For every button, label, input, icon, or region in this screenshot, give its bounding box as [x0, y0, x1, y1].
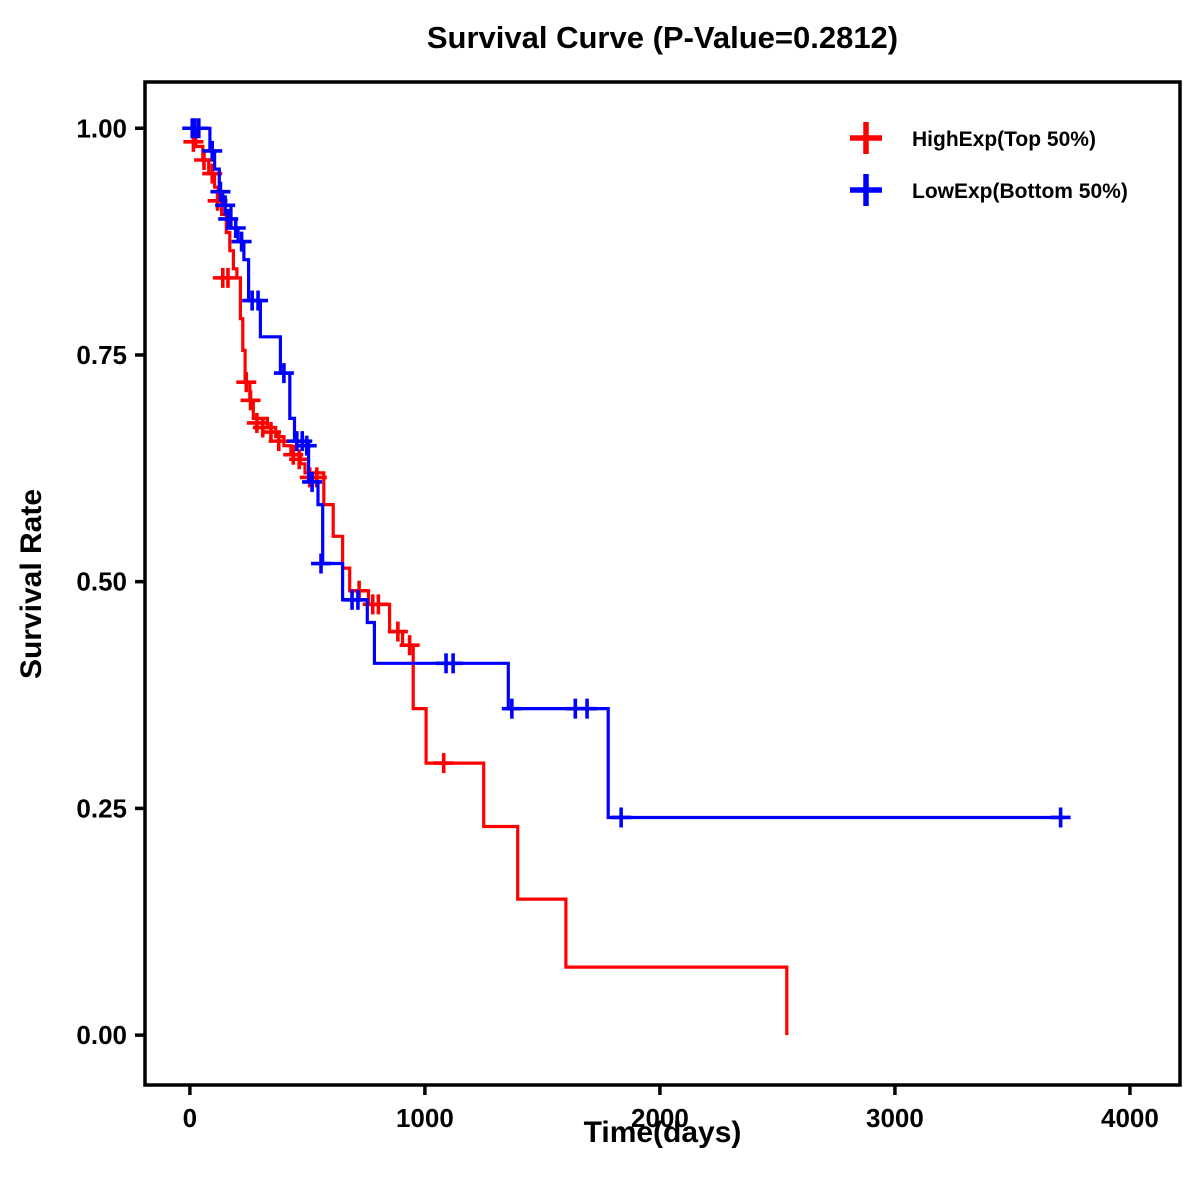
x-axis-ticks: 0 1000 2000 3000 4000: [183, 1085, 1159, 1133]
y-tick-label: 0.50: [76, 567, 127, 597]
y-tick-label: 0.25: [76, 793, 127, 823]
y-tick-label: 1.00: [76, 113, 127, 143]
x-axis-label: Time(days): [583, 1116, 742, 1149]
legend-label-0: HighExp(Top 50%): [912, 128, 1096, 151]
censor-mark: [210, 181, 231, 202]
censor-mark: [296, 435, 317, 456]
censor-mark: [1050, 807, 1071, 828]
censor-mark: [611, 807, 632, 828]
censor-mark: [240, 390, 261, 411]
censor-mark: [273, 363, 294, 384]
x-tick-label: 1000: [396, 1103, 454, 1133]
censor-mark: [433, 753, 454, 774]
series-0: [183, 126, 789, 1036]
x-tick-label: 4000: [1101, 1103, 1159, 1133]
series-1: [182, 118, 1071, 828]
censor-mark: [236, 372, 257, 393]
censor-mark: [443, 653, 464, 674]
chart-title: Survival Curve (P-Value=0.2812): [426, 20, 899, 55]
y-axis-ticks: 0.00 0.25 0.50 0.75 1.00: [76, 113, 145, 1050]
censor-mark: [225, 218, 246, 239]
censor-mark: [399, 635, 420, 656]
censor-mark: [347, 589, 368, 610]
censor-mark: [289, 449, 310, 470]
censor-mark: [577, 698, 598, 719]
plot-border: [143, 80, 1182, 1087]
censor-mark: [188, 118, 209, 139]
y-tick-label: 0.75: [76, 340, 127, 370]
censor-mark: [292, 431, 313, 452]
censor-mark: [368, 594, 389, 615]
x-tick-label: 3000: [866, 1103, 924, 1133]
legend: HighExp(Top 50%) LowExp(Bottom 50%): [850, 122, 1128, 206]
censor-mark: [202, 140, 223, 161]
censor-mark: [231, 231, 252, 252]
censor-mark: [217, 267, 238, 288]
legend-marker-0: [850, 122, 882, 154]
censor-mark: [215, 195, 236, 216]
legend-label-1: LowExp(Bottom 50%): [912, 180, 1128, 203]
censor-mark: [302, 471, 323, 492]
survival-step-curve: [189, 126, 789, 1036]
x-tick-label: 0: [183, 1103, 197, 1133]
censor-mark: [248, 290, 269, 311]
censor-mark: [501, 698, 522, 719]
censor-mark: [311, 553, 332, 574]
x-tick-label: 2000: [631, 1103, 689, 1133]
censor-mark: [387, 621, 408, 642]
censor-mark: [268, 431, 289, 452]
y-tick-label: 0.00: [76, 1020, 127, 1050]
legend-marker-1: [850, 174, 882, 206]
